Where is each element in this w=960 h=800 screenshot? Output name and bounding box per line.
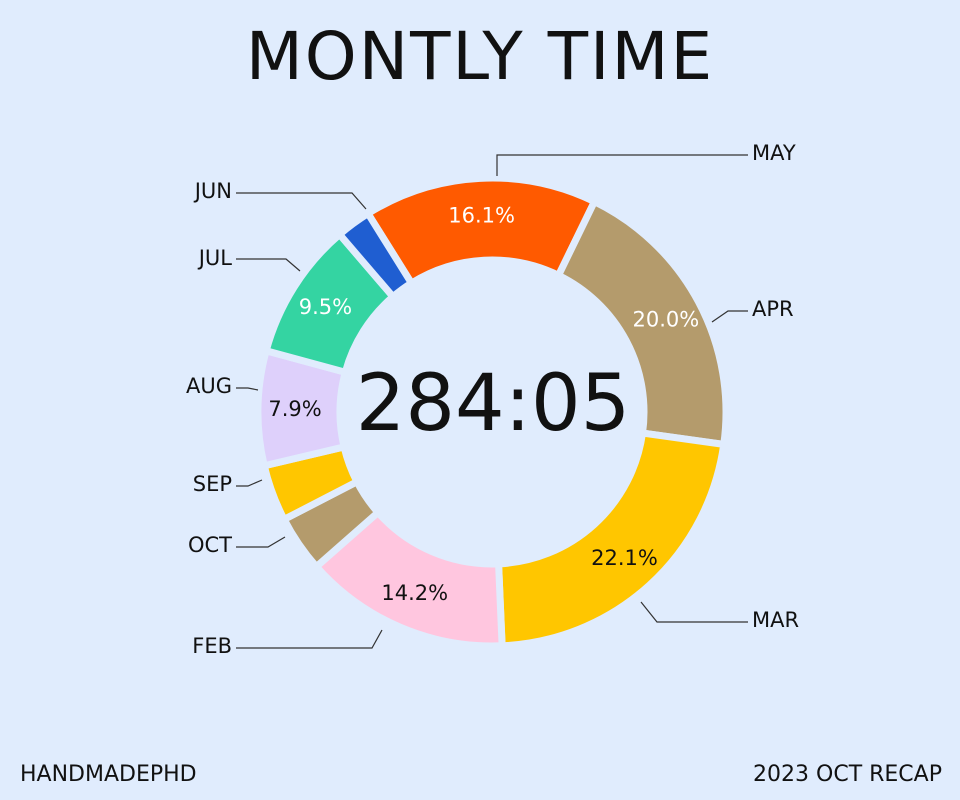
category-label-may: MAY	[752, 141, 796, 165]
center-total-label: 284:05	[356, 359, 630, 449]
footer-recap: 2023 OCT RECAP	[753, 762, 942, 787]
leader-line-feb	[236, 629, 383, 649]
category-label-mar: MAR	[752, 608, 799, 632]
category-label-sep: SEP	[193, 472, 232, 496]
value-label-apr: 20.0%	[633, 307, 700, 331]
value-label-mar: 22.1%	[591, 546, 658, 570]
category-label-oct: OCT	[188, 533, 232, 557]
leader-line-mar	[640, 601, 748, 623]
category-label-jun: JUN	[193, 179, 232, 203]
leader-line-apr	[711, 310, 748, 323]
leader-line-sep	[236, 479, 263, 487]
leader-line-jun	[236, 192, 367, 210]
slice-jun	[334, 208, 417, 302]
footer-author: HANDMADEPHD	[20, 762, 197, 787]
value-label-jul: 9.5%	[299, 295, 352, 319]
slice-apr	[553, 196, 730, 449]
leader-line-jul	[236, 258, 301, 272]
chart-title: MONTLY TIME	[245, 18, 715, 95]
category-label-feb: FEB	[192, 634, 232, 658]
leader-line-oct	[236, 536, 286, 548]
value-label-aug: 7.9%	[268, 397, 321, 421]
value-label-may: 16.1%	[448, 203, 515, 227]
leader-line-aug	[236, 387, 259, 391]
slice-mar	[494, 429, 728, 650]
leader-line-may	[496, 154, 748, 176]
value-label-feb: 14.2%	[381, 581, 448, 605]
category-label-apr: APR	[752, 297, 794, 321]
category-label-aug: AUG	[186, 374, 232, 398]
category-label-jul: JUL	[197, 246, 233, 270]
